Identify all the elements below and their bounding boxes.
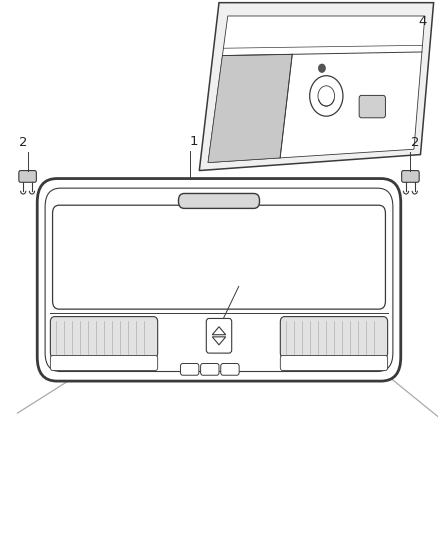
FancyBboxPatch shape bbox=[201, 364, 219, 375]
Text: 2: 2 bbox=[19, 136, 28, 149]
FancyBboxPatch shape bbox=[221, 364, 239, 375]
FancyBboxPatch shape bbox=[53, 205, 385, 309]
Text: 2: 2 bbox=[410, 136, 419, 149]
Polygon shape bbox=[208, 16, 425, 163]
FancyBboxPatch shape bbox=[180, 364, 199, 375]
FancyBboxPatch shape bbox=[206, 318, 232, 353]
Polygon shape bbox=[199, 3, 434, 171]
Text: 1: 1 bbox=[190, 135, 198, 148]
FancyBboxPatch shape bbox=[359, 95, 385, 118]
FancyBboxPatch shape bbox=[50, 317, 158, 358]
Polygon shape bbox=[208, 54, 292, 163]
FancyBboxPatch shape bbox=[280, 317, 388, 358]
FancyBboxPatch shape bbox=[280, 356, 388, 370]
Text: 4: 4 bbox=[418, 15, 427, 28]
FancyBboxPatch shape bbox=[402, 171, 419, 182]
FancyBboxPatch shape bbox=[19, 171, 36, 182]
Circle shape bbox=[318, 64, 325, 72]
FancyBboxPatch shape bbox=[178, 193, 259, 208]
Text: 3: 3 bbox=[242, 280, 251, 293]
FancyBboxPatch shape bbox=[50, 356, 158, 370]
FancyBboxPatch shape bbox=[37, 179, 401, 381]
